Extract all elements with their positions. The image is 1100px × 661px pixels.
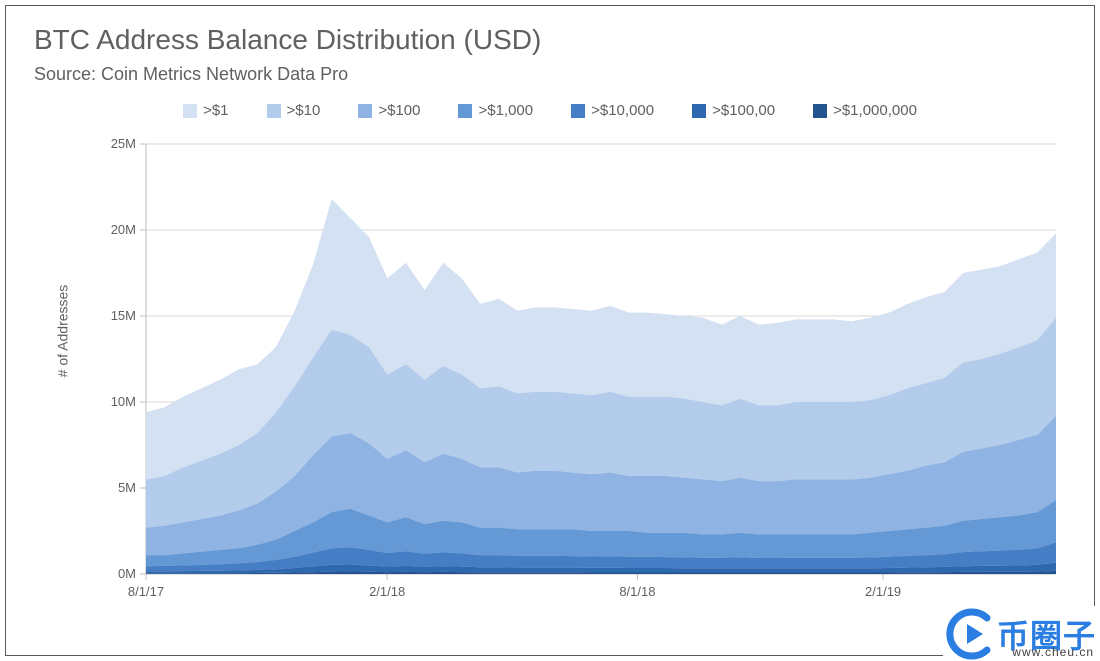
x-tick-label: 8/1/18: [619, 584, 655, 599]
legend-swatch: [458, 104, 472, 118]
x-tick-label: 8/1/17: [128, 584, 164, 599]
chart-svg: 0M 5M 10M 15M 20M 25M 8/1/17 2/1/18 8/1/18 2/1/19: [96, 134, 1066, 604]
legend-swatch: [358, 104, 372, 118]
watermark-logo-icon: [943, 608, 995, 660]
legend-label: >$1: [203, 102, 228, 119]
legend-label: >$10: [287, 102, 321, 119]
y-axis-title: # of Addresses: [54, 284, 70, 377]
y-tick-label: 5M: [118, 480, 136, 495]
legend-swatch: [692, 104, 706, 118]
legend-swatch: [183, 104, 197, 118]
y-tick-label: 25M: [111, 136, 136, 151]
chart-frame: BTC Address Balance Distribution (USD) S…: [5, 5, 1095, 656]
legend-swatch: [571, 104, 585, 118]
legend-item: >$100,00: [692, 102, 775, 119]
y-tick-label: 20M: [111, 222, 136, 237]
x-tick-label: 2/1/19: [865, 584, 901, 599]
legend-swatch: [813, 104, 827, 118]
chart-legend: >$1 >$10 >$100 >$1,000 >$10,000 >$100,00 >$1,0…: [6, 102, 1094, 119]
legend-item: >$10,000: [571, 102, 654, 119]
chart-title: BTC Address Balance Distribution (USD): [34, 24, 541, 56]
y-tick-label: 15M: [111, 308, 136, 323]
legend-label: >$1,000,000: [833, 102, 917, 119]
chart-subtitle: Source: Coin Metrics Network Data Pro: [34, 64, 348, 85]
watermark-url: www.cheu.cn: [1012, 645, 1094, 659]
legend-item: >$1,000: [458, 102, 533, 119]
legend-item: >$100: [358, 102, 420, 119]
legend-swatch: [267, 104, 281, 118]
legend-item: >$1: [183, 102, 228, 119]
legend-item: >$10: [267, 102, 321, 119]
legend-label: >$100,00: [712, 102, 775, 119]
legend-label: >$10,000: [591, 102, 654, 119]
x-tick-label: 2/1/18: [369, 584, 405, 599]
legend-item: >$1,000,000: [813, 102, 917, 119]
legend-label: >$1,000: [478, 102, 533, 119]
y-tick-label: 10M: [111, 394, 136, 409]
chart-plot-area: 0M 5M 10M 15M 20M 25M 8/1/17 2/1/18 8/1/18 2/1/19: [96, 134, 1066, 604]
legend-label: >$100: [378, 102, 420, 119]
y-tick-label: 0M: [118, 566, 136, 581]
